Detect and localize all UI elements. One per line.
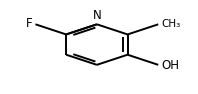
Text: CH₃: CH₃ bbox=[161, 19, 181, 29]
Text: F: F bbox=[26, 17, 32, 30]
Text: N: N bbox=[92, 9, 101, 22]
Text: OH: OH bbox=[161, 59, 179, 72]
